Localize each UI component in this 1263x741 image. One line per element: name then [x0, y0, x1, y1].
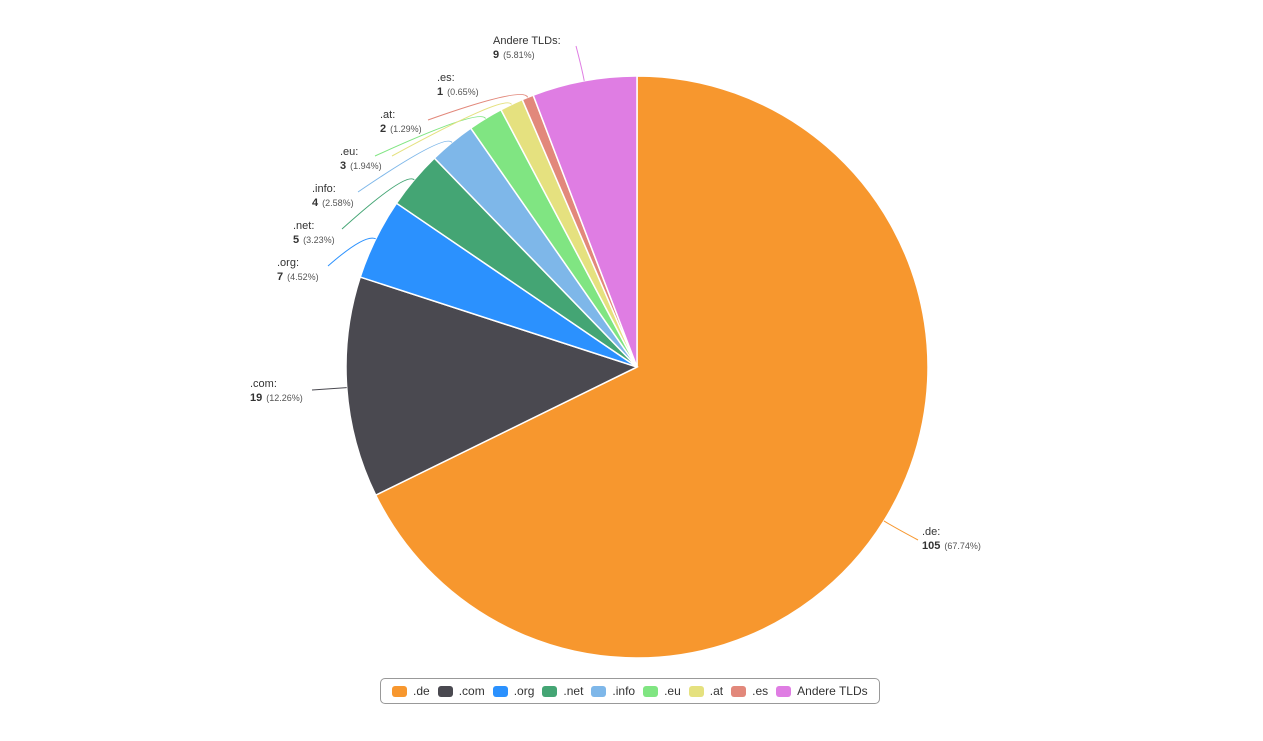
legend-label: .es: [752, 684, 769, 698]
legend-swatch: [542, 685, 558, 697]
connector-info: [357, 140, 453, 193]
legend-label: Andere TLDs: [797, 684, 868, 698]
data-label-value-net: 5 (3.23%): [293, 234, 335, 246]
legend-label: .org: [513, 684, 535, 698]
legend-item-eu[interactable]: .eu: [643, 684, 681, 698]
data-label-value-info: 4 (2.58%): [312, 197, 354, 209]
data-label-name-info: .info:: [312, 183, 336, 195]
data-label-value-at: 2 (1.29%): [380, 123, 422, 135]
connector-es: [427, 94, 529, 121]
data-label-name-de: .de:: [922, 526, 940, 538]
connector-com: [311, 387, 347, 391]
legend-swatch: [392, 685, 407, 697]
data-label-value-eu: 3 (1.94%): [340, 160, 382, 172]
connector-org: [327, 237, 376, 267]
legend-item-com[interactable]: .com: [437, 684, 485, 698]
legend-swatch: [437, 685, 453, 697]
connector-de: [883, 520, 919, 541]
data-label-value-es: 1 (0.65%): [437, 86, 479, 98]
connector-net: [341, 178, 415, 230]
legend-label: .com: [458, 684, 485, 698]
legend-swatch: [731, 685, 747, 697]
legend-label: .info: [612, 684, 636, 698]
data-label-name-at: .at:: [380, 109, 395, 121]
data-label-value-andere-tlds: 9 (5.81%): [493, 49, 535, 61]
connector-andere-tlds: [575, 45, 585, 81]
legend-swatch: [688, 685, 704, 697]
data-label-name-andere-tlds: Andere TLDs:: [493, 35, 561, 47]
data-label-name-net: .net:: [293, 220, 314, 232]
legend-item-info[interactable]: .info: [591, 684, 635, 698]
legend-label: .eu: [664, 684, 681, 698]
legend-item-org[interactable]: .org: [492, 684, 535, 698]
legend-label: .at: [709, 684, 724, 698]
pie-slices: [345, 75, 929, 659]
data-label-value-org: 7 (4.52%): [277, 271, 319, 283]
legend-item-net[interactable]: .net: [542, 684, 583, 698]
data-label-name-eu: .eu:: [340, 146, 358, 158]
legend-swatch: [492, 685, 508, 697]
legend-swatch: [776, 685, 792, 697]
data-label-name-org: .org:: [277, 257, 299, 269]
legend-item-at[interactable]: .at: [688, 684, 724, 698]
legend-label: .de: [413, 684, 430, 698]
legend-swatch: [643, 685, 659, 697]
legend-item-es[interactable]: .es: [731, 684, 768, 698]
data-label-name-com: .com:: [250, 378, 277, 390]
chart-legend: .de .com .org .net .info .eu .at .es Andere TLDs: [380, 678, 880, 704]
label-connectors: [311, 45, 919, 541]
data-label-value-com: 19 (12.26%): [250, 392, 303, 404]
pie-slice-com[interactable]: [345, 276, 639, 497]
legend-item-andere-tlds[interactable]: Andere TLDs: [776, 684, 868, 698]
pie-slice-de[interactable]: [374, 75, 929, 659]
data-labels: .de: 105 (67.74%) .com: 19 (12.26%) .org: 7 (4.5…: [250, 35, 981, 552]
data-label-name-es: .es:: [437, 72, 455, 84]
legend-swatch: [591, 685, 607, 697]
data-label-value-de: 105 (67.74%): [922, 540, 981, 552]
connector-at: [391, 102, 512, 157]
legend-item-de[interactable]: .de: [392, 684, 430, 698]
legend-label: .net: [563, 684, 584, 698]
